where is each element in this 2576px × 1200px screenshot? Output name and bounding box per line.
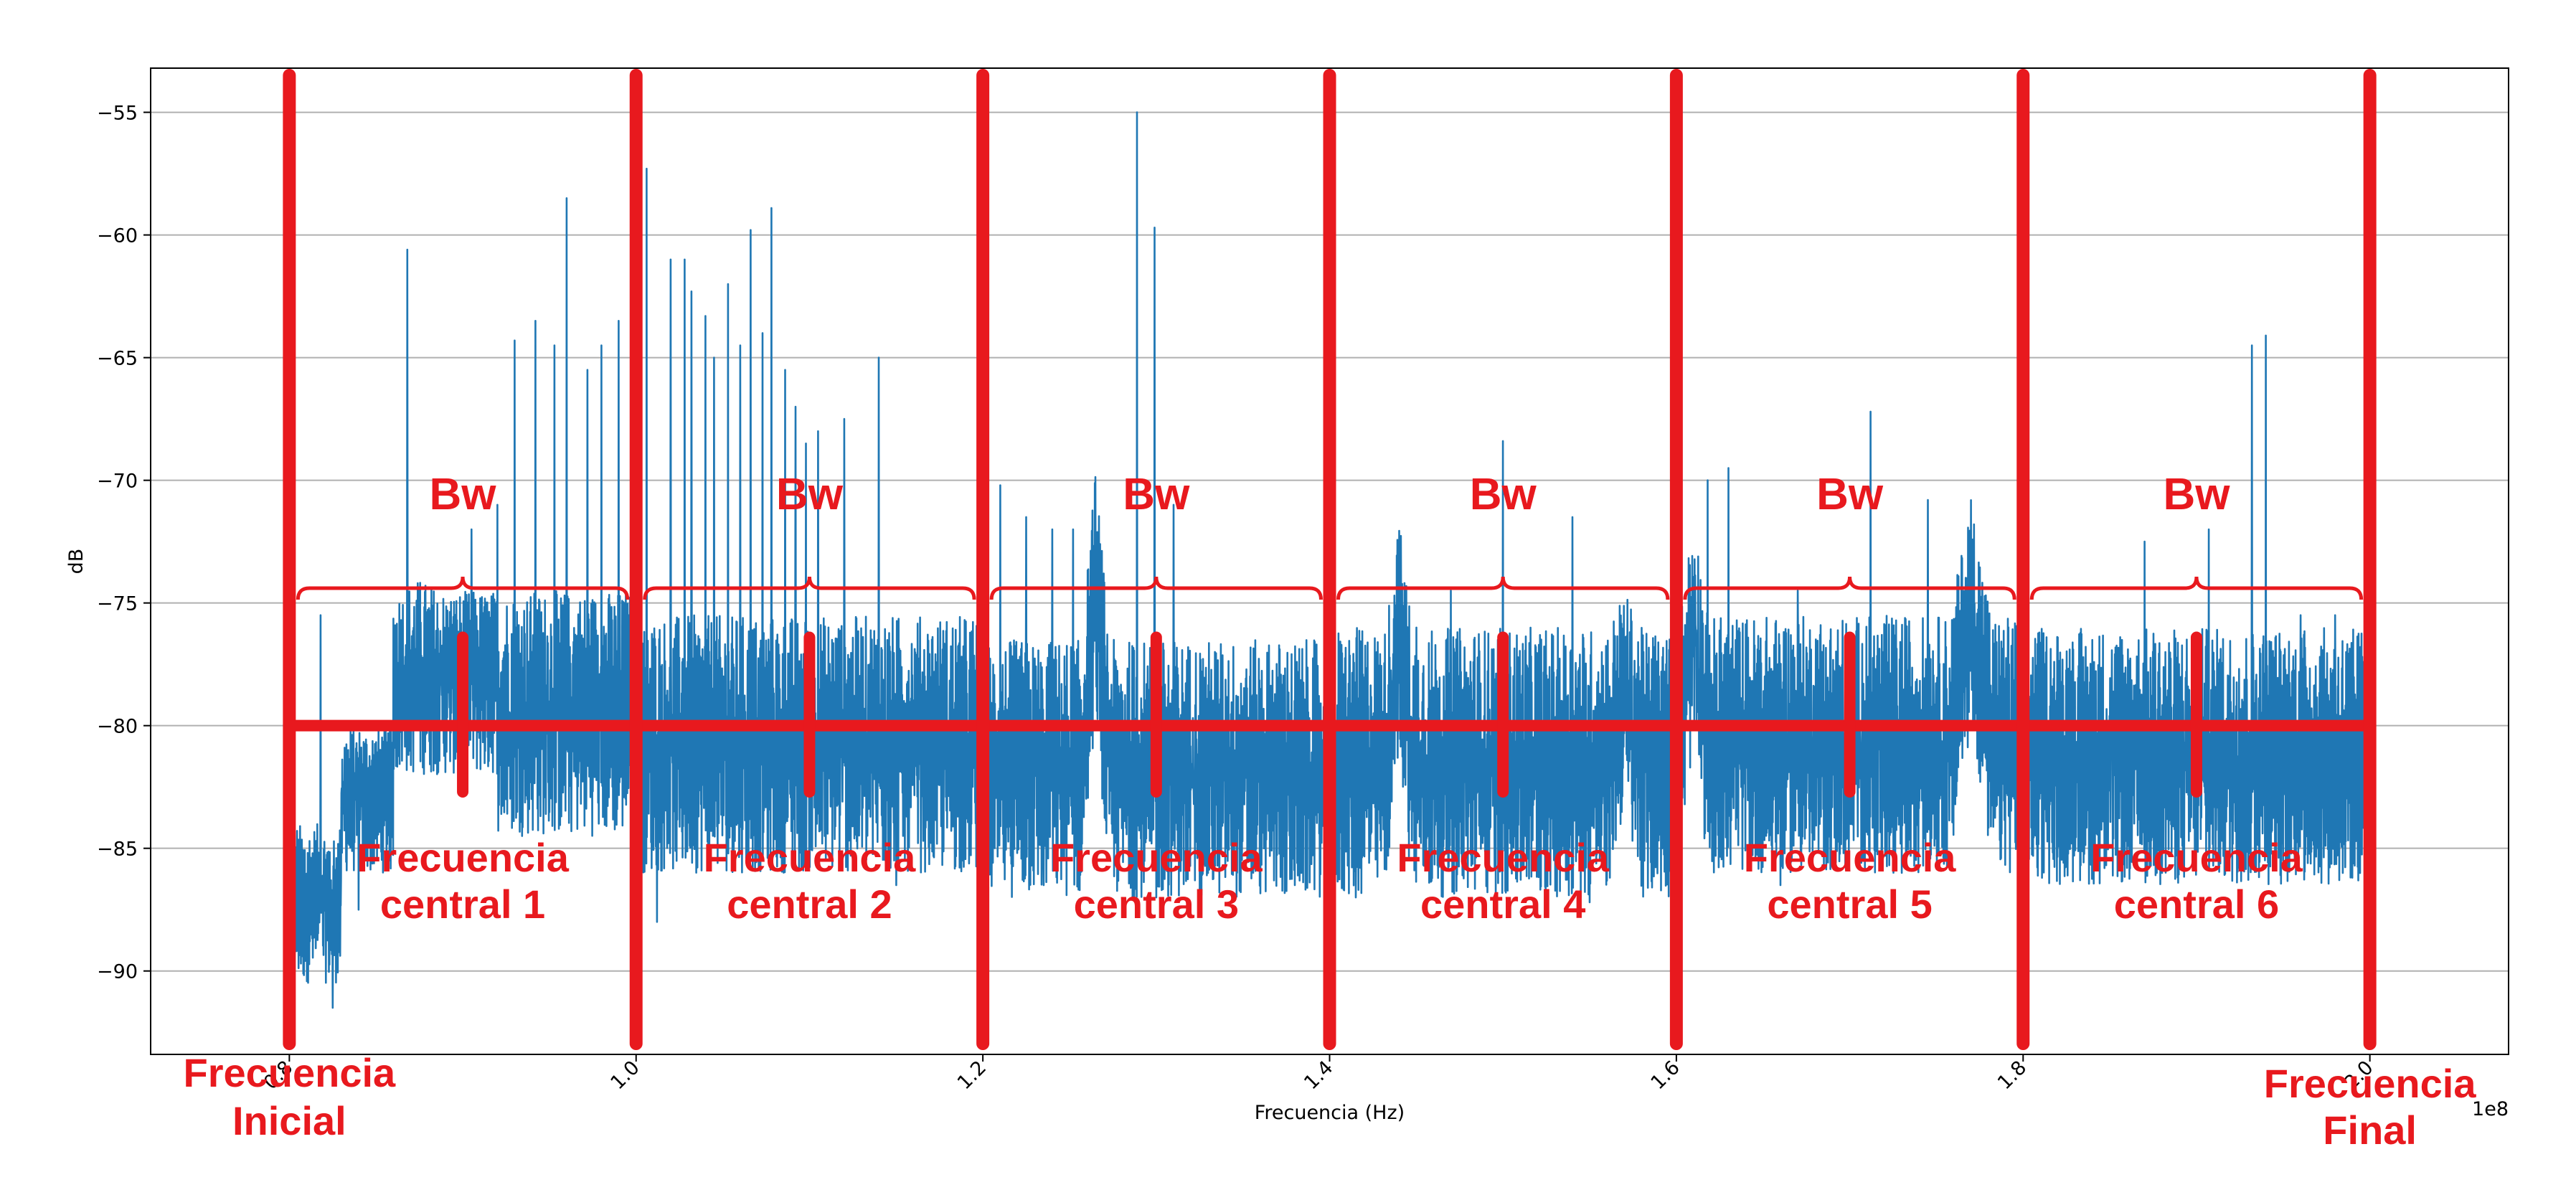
x-tick-label: 1.0 bbox=[606, 1057, 643, 1094]
x-tick-label: 1.4 bbox=[1300, 1057, 1337, 1094]
center-frequency-label-line2: central 1 bbox=[380, 882, 545, 927]
bandwidth-label: Bw bbox=[1123, 470, 1190, 519]
bandwidth-label: Bw bbox=[776, 470, 844, 519]
y-tick-label: −85 bbox=[97, 838, 138, 861]
y-tick-label: −70 bbox=[97, 471, 138, 493]
x-tick-label: 1.2 bbox=[953, 1057, 991, 1094]
bandwidth-brace bbox=[1683, 576, 2016, 600]
bandwidth-brace bbox=[643, 576, 976, 600]
center-frequency-label-line1: Frecuencia bbox=[704, 835, 917, 880]
center-frequency-label-line1: Frecuencia bbox=[1397, 835, 1610, 880]
y-tick-label: −80 bbox=[97, 716, 138, 738]
bandwidth-label: Bw bbox=[1816, 470, 1884, 519]
x-tick-label: 1.8 bbox=[1994, 1057, 2031, 1094]
bandwidth-label: Bw bbox=[2163, 470, 2230, 519]
bandwidth-label: Bw bbox=[430, 470, 497, 519]
x-axis-ticks: 0.8 1.0 1.2 1.4 1.6 1.8 2.0 bbox=[260, 1054, 2378, 1094]
end-frequency-label-line2: Final bbox=[2323, 1107, 2417, 1153]
center-frequency-label-line2: central 5 bbox=[1767, 882, 1932, 927]
end-frequency-label-line1: Frecuencia bbox=[2264, 1061, 2477, 1106]
bandwidth-brace bbox=[2029, 576, 2364, 600]
bandwidth-brace bbox=[1336, 576, 1670, 600]
bandwidth-brace bbox=[989, 576, 1323, 600]
center-frequency-label-line2: central 3 bbox=[1074, 882, 1239, 927]
center-frequency-label-line1: Frecuencia bbox=[2090, 835, 2303, 880]
y-tick-label: −60 bbox=[97, 225, 138, 247]
y-axis-title: dB bbox=[65, 549, 88, 575]
y-tick-label: −75 bbox=[97, 593, 138, 615]
bandwidth-brace bbox=[296, 576, 630, 600]
center-frequency-label-line2: central 6 bbox=[2114, 882, 2279, 927]
x-tick-label: 1.6 bbox=[1647, 1057, 1684, 1094]
x-axis-offset-label: 1e8 bbox=[2472, 1098, 2509, 1120]
center-frequency-label-line2: central 4 bbox=[1420, 882, 1585, 927]
center-frequency-label-line1: Frecuencia bbox=[357, 835, 570, 880]
center-frequency-label-line1: Frecuencia bbox=[1744, 835, 1957, 880]
center-frequency-label-line2: central 2 bbox=[727, 882, 892, 927]
start-frequency-label-line2: Inicial bbox=[232, 1098, 346, 1143]
y-axis-ticks: −55 −60 −65 −70 −75 −80 −85 −90 bbox=[97, 103, 151, 983]
bandwidth-label: Bw bbox=[1470, 470, 1537, 519]
x-axis-title: Frecuencia (Hz) bbox=[1255, 1102, 1405, 1124]
y-tick-label: −55 bbox=[97, 103, 138, 125]
y-tick-label: −65 bbox=[97, 348, 138, 370]
y-tick-label: −90 bbox=[97, 961, 138, 983]
start-frequency-label-line1: Frecuencia bbox=[184, 1050, 397, 1095]
center-frequency-label-line1: Frecuencia bbox=[1050, 835, 1263, 880]
